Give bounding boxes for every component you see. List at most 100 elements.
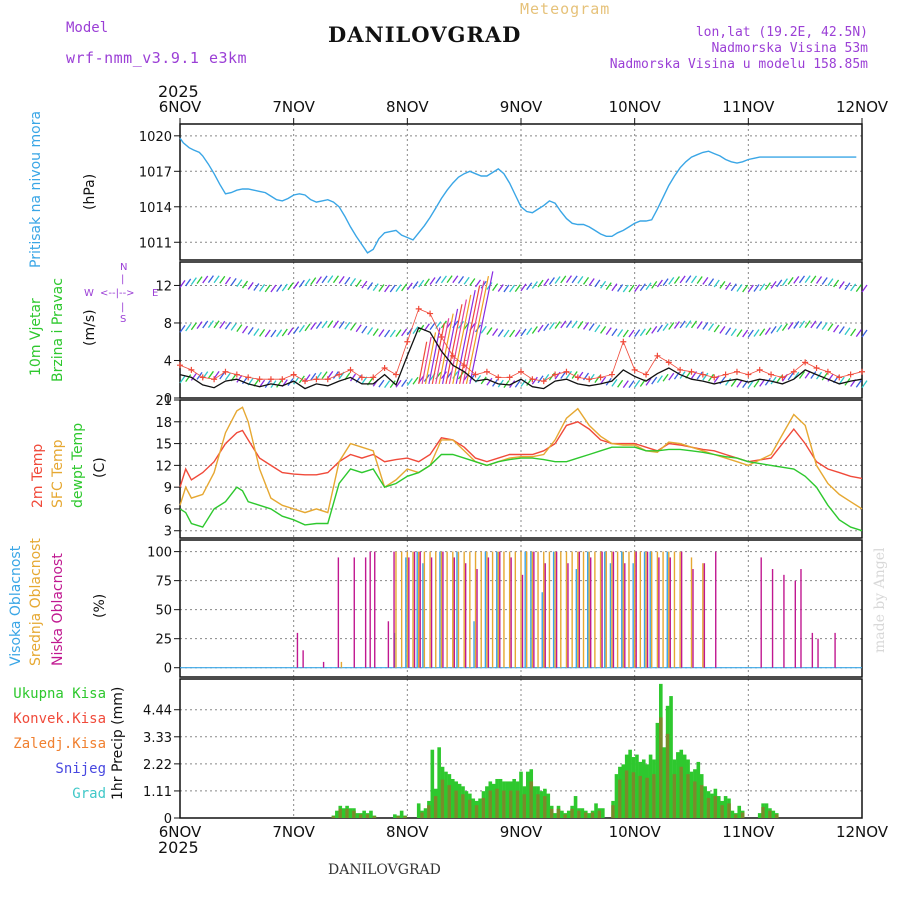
- wind-barb: [787, 276, 794, 285]
- precip-bar-total: [580, 808, 585, 818]
- wind-barb: [844, 282, 851, 291]
- wind-barb: [742, 329, 749, 338]
- precip-bar-total: [703, 786, 707, 818]
- wind-barb: [571, 275, 578, 284]
- wind-barb: [543, 278, 550, 287]
- wind-barb: [617, 329, 624, 337]
- precip-bar-conv: [665, 733, 670, 818]
- wind-barb: [702, 372, 709, 381]
- wind-barb: [509, 284, 516, 293]
- wind-barb: [850, 283, 857, 292]
- wind-barb: [509, 329, 516, 338]
- precip-bar-conv: [638, 775, 643, 818]
- wind-barb: [259, 284, 266, 292]
- wind-barb: [179, 279, 186, 288]
- precip-bar-total: [662, 747, 667, 818]
- wind-barb: [531, 326, 538, 334]
- x-bottom-label: 9NOV: [500, 823, 543, 841]
- wind-barb: [213, 320, 220, 329]
- wind-barb: [628, 284, 635, 293]
- wind-barb: [639, 328, 646, 337]
- precip-bar-conv: [474, 805, 479, 818]
- precip-bar-conv: [631, 772, 636, 818]
- wind-barb: [514, 379, 521, 388]
- wind-barb: [293, 281, 300, 290]
- x-top-label: 6NOV: [159, 98, 202, 116]
- precip-bar-conv: [420, 812, 424, 818]
- precip-bar-total: [710, 793, 714, 818]
- wind-barb: [207, 320, 214, 329]
- wind-barb: [304, 323, 311, 332]
- precip-legend-snow: Snijeg: [55, 761, 106, 777]
- wind-barb: [793, 276, 800, 284]
- wind-barb: [259, 329, 266, 337]
- precip-bar-total: [526, 771, 530, 818]
- temp-line-0: [179, 421, 863, 488]
- wind-barb: [747, 284, 754, 293]
- wind-barb: [798, 371, 806, 379]
- x-bottom-label: 6NOV: [159, 823, 202, 841]
- wind-barb: [713, 375, 720, 384]
- precip-bar-total: [437, 747, 441, 818]
- altitude-label: Nadmorska Visina 53m: [711, 41, 868, 56]
- precip-bar-conv: [611, 805, 615, 818]
- wind-barb: [241, 280, 249, 289]
- wind-barb: [622, 380, 629, 388]
- wind-barb: [270, 329, 277, 338]
- wind-barb: [565, 275, 572, 284]
- wind-barb: [185, 323, 192, 332]
- y-tick-label: 1.11: [143, 785, 172, 800]
- footer-station: DANILOVGRAD: [328, 862, 441, 878]
- y-tick-label: 1020: [139, 130, 172, 145]
- wind-barb: [560, 371, 567, 379]
- wind-barb: [582, 321, 590, 330]
- wind-barb: [207, 275, 214, 284]
- wind-barb: [821, 322, 828, 330]
- wind-barb: [696, 321, 703, 329]
- wind-barb: [276, 329, 283, 338]
- precip-bar-total: [757, 813, 762, 818]
- panel-frame: [179, 261, 863, 399]
- precip-bar-total: [348, 808, 353, 818]
- y-tick-label: 21: [155, 394, 172, 409]
- precip-bar-conv: [338, 808, 343, 818]
- wind-barb: [190, 277, 197, 286]
- wind-barb: [588, 323, 595, 331]
- wind-barb: [315, 321, 322, 330]
- precip-bar-conv: [440, 779, 445, 818]
- wind-barb: [241, 325, 249, 334]
- precip-bar-total: [478, 798, 482, 818]
- precip-bar-total: [519, 771, 523, 818]
- wind-barb: [656, 279, 663, 288]
- wind-barb: [349, 323, 357, 331]
- wind-barb: [810, 320, 817, 329]
- precip-bar-conv: [583, 812, 588, 818]
- wind-barb: [736, 329, 743, 337]
- wind-barb: [844, 327, 851, 336]
- panel-frame: [179, 399, 863, 539]
- precip-bar-conv: [706, 797, 711, 818]
- precip-bar-conv: [433, 796, 438, 818]
- wind-barb: [276, 379, 283, 388]
- wind-barb: [662, 323, 669, 332]
- wind-barb: [503, 284, 510, 293]
- precip-bar-conv: [652, 774, 656, 818]
- wind-barb: [327, 370, 334, 379]
- wind-barb: [196, 371, 203, 380]
- wind-barb: [492, 328, 499, 337]
- wind-barb: [293, 376, 300, 385]
- precip-legend-hail: Grad: [72, 786, 106, 802]
- wind-barb: [480, 325, 487, 334]
- year-bottom: 2025: [158, 838, 199, 857]
- wind-barb: [355, 324, 362, 333]
- wind-barb: [327, 275, 334, 284]
- wind-barb: [611, 379, 618, 387]
- wind-barb: [662, 373, 669, 382]
- wind-barb: [747, 380, 754, 389]
- wind-barb: [622, 284, 629, 293]
- wind-barb: [838, 326, 845, 334]
- precip-bar-total: [560, 810, 564, 818]
- wind-barb: [463, 276, 470, 285]
- wind-barb: [293, 326, 300, 335]
